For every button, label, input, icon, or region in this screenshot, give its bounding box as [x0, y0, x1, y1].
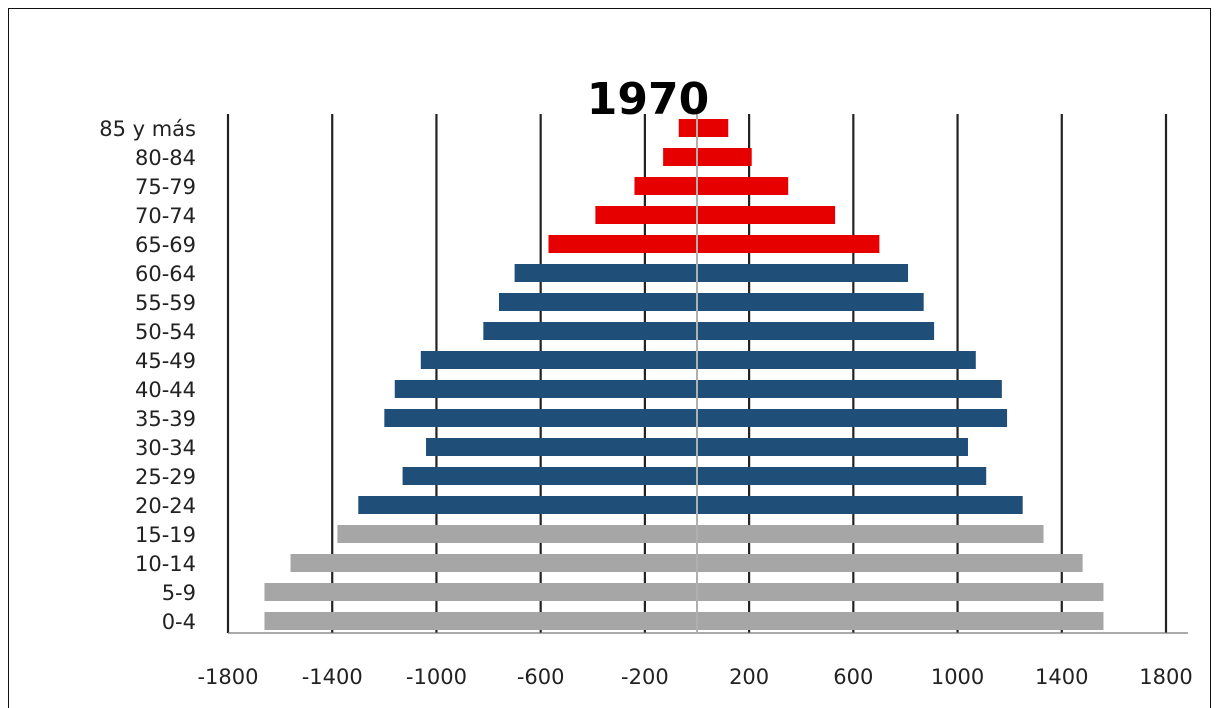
bar-left-15-19	[337, 525, 697, 543]
bar-left-40-44	[394, 380, 697, 398]
x-tick-labels: -1800 -1400 -1000 -600 -200 200 600 1000 1400 180…	[197, 665, 1192, 689]
chart-frame	[8, 8, 1211, 708]
x-tick-label: 600	[833, 665, 873, 689]
bar-right-35-39	[697, 409, 1008, 427]
bar-left-55-59	[498, 293, 697, 311]
bar-left-0-4	[264, 612, 697, 630]
bar-left-20-24	[358, 496, 697, 514]
x-tick-label: -1800	[197, 665, 258, 689]
x-tick-label: -600	[517, 665, 565, 689]
y-tick-label: 40-44	[135, 378, 196, 402]
y-tick-label: 65-69	[135, 233, 196, 257]
bar-right-80-84	[697, 148, 752, 166]
y-tick-label: 50-54	[135, 320, 196, 344]
y-tick-label: 55-59	[135, 291, 196, 315]
bar-right-15-19	[697, 525, 1044, 543]
y-tick-label: 0-4	[162, 610, 196, 634]
y-tick-label: 85 y más	[99, 117, 196, 141]
y-tick-label: 20-24	[135, 494, 196, 518]
bar-left-65-69	[548, 235, 697, 253]
y-tick-labels: 85 y más 80-84 75-79 70-74 65-69 60-64 55-59 50…	[99, 117, 196, 634]
bar-right-85-y-más	[697, 119, 729, 137]
bar-right-65-69	[697, 235, 880, 253]
y-tick-label: 10-14	[135, 552, 196, 576]
y-tick-label: 45-49	[135, 349, 196, 373]
y-tick-label: 70-74	[135, 204, 196, 228]
bar-right-10-14	[697, 554, 1083, 572]
bar-left-5-9	[264, 583, 697, 601]
bar-left-50-54	[483, 322, 697, 340]
x-tick-label: 200	[729, 665, 769, 689]
bar-right-30-34	[697, 438, 968, 456]
y-tick-label: 75-79	[135, 175, 196, 199]
bar-right-75-79	[697, 177, 789, 195]
bar-left-30-34	[426, 438, 697, 456]
bar-left-45-49	[420, 351, 697, 369]
bar-right-0-4	[697, 612, 1104, 630]
bar-right-40-44	[697, 380, 1002, 398]
bar-right-25-29	[697, 467, 987, 485]
bar-left-35-39	[384, 409, 697, 427]
x-tick-label: -1000	[406, 665, 467, 689]
bars	[264, 114, 1104, 633]
y-tick-label: 35-39	[135, 407, 196, 431]
y-tick-label: 80-84	[135, 146, 196, 170]
bar-left-85-y-más	[678, 119, 697, 137]
y-tick-label: 25-29	[135, 465, 196, 489]
bar-right-60-64	[697, 264, 909, 282]
gridlines	[226, 114, 1188, 634]
y-tick-label: 60-64	[135, 262, 196, 286]
x-tick-label: -1400	[302, 665, 363, 689]
x-tick-label: 1400	[1035, 665, 1088, 689]
bar-right-50-54	[697, 322, 935, 340]
y-tick-label: 15-19	[135, 523, 196, 547]
bar-right-5-9	[697, 583, 1104, 601]
bar-right-20-24	[697, 496, 1023, 514]
bar-left-60-64	[514, 264, 697, 282]
y-tick-label: 5-9	[162, 581, 196, 605]
x-tick-label: -200	[621, 665, 669, 689]
bar-right-45-49	[697, 351, 976, 369]
bar-left-75-79	[634, 177, 697, 195]
bar-left-10-14	[290, 554, 697, 572]
x-tick-label: 1000	[931, 665, 984, 689]
bar-left-80-84	[663, 148, 697, 166]
bar-left-70-74	[595, 206, 697, 224]
bar-right-55-59	[697, 293, 924, 311]
y-tick-label: 30-34	[135, 436, 196, 460]
bar-left-25-29	[402, 467, 697, 485]
bar-right-70-74	[697, 206, 836, 224]
x-tick-label: 1800	[1139, 665, 1192, 689]
chart-title: 1970	[587, 74, 709, 125]
